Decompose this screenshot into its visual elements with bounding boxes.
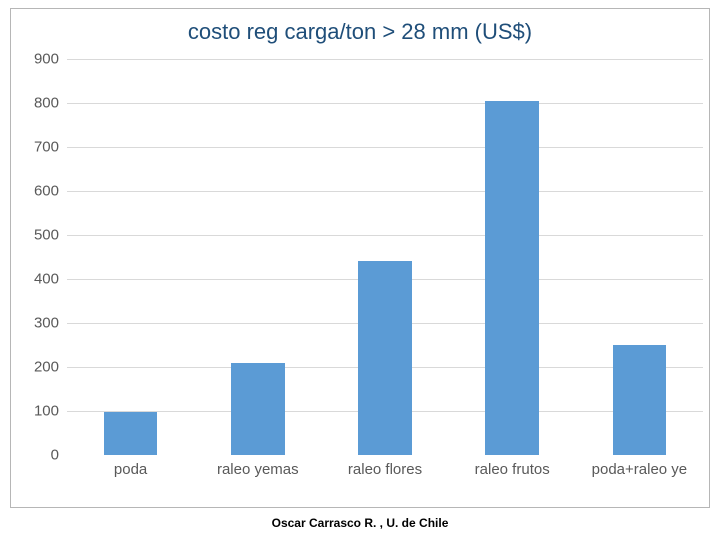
x-tick-label: poda	[114, 461, 147, 478]
x-tick-label: raleo yemas	[217, 461, 299, 478]
footer-credit: Oscar Carrasco R. , U. de Chile	[0, 516, 720, 530]
y-tick-label: 0	[19, 447, 59, 464]
gridline	[67, 191, 703, 192]
gridline	[67, 235, 703, 236]
chart-title: costo reg carga/ton > 28 mm (US$)	[11, 19, 709, 45]
x-tick-label: poda+raleo ye	[592, 461, 688, 478]
bar	[613, 345, 666, 455]
gridline	[67, 59, 703, 60]
bar	[104, 412, 157, 455]
bar	[358, 261, 411, 455]
gridline	[67, 103, 703, 104]
x-tick-label: raleo frutos	[475, 461, 550, 478]
y-tick-label: 200	[19, 359, 59, 376]
y-tick-label: 600	[19, 183, 59, 200]
chart-frame: costo reg carga/ton > 28 mm (US$) 0 100 20…	[10, 8, 710, 508]
y-tick-label: 500	[19, 227, 59, 244]
y-tick-label: 100	[19, 403, 59, 420]
y-tick-label: 900	[19, 51, 59, 68]
y-tick-label: 400	[19, 271, 59, 288]
x-tick-label: raleo flores	[348, 461, 422, 478]
gridline	[67, 147, 703, 148]
y-tick-label: 700	[19, 139, 59, 156]
plot-area	[67, 59, 703, 455]
y-tick-label: 800	[19, 95, 59, 112]
bar	[485, 101, 538, 455]
bar	[231, 363, 284, 455]
y-tick-label: 300	[19, 315, 59, 332]
